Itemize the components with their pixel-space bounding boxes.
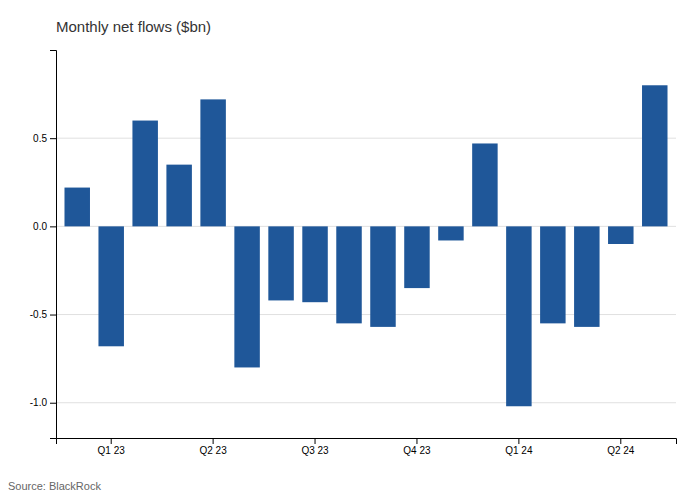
x-tick-label: Q4 23 [403,445,431,456]
x-tick-label: Q3 23 [301,445,329,456]
y-axis-line [50,51,57,439]
bar [438,226,463,240]
grid-line [56,402,676,403]
bar [574,226,599,327]
source: Source: BlackRock [8,480,101,492]
bar [336,226,361,323]
x-tick-label: Q1 24 [505,445,533,456]
x-tick: Q2 24 [607,438,635,456]
bar [472,143,497,226]
x-tick: Q4 23 [403,438,431,456]
x-tick-mark [518,438,519,444]
chart: -1.0-0.50.00.5Q1 23Q2 23Q3 23Q4 23Q1 24Q… [0,0,700,500]
x-tick-label: Q2 24 [607,445,635,456]
y-tick-mark [50,403,56,404]
y-tick-label: -1.0 [30,397,48,408]
bar [642,85,667,226]
bar [540,226,565,323]
bars [64,85,667,406]
y-tick: 0.0 [33,221,56,232]
y-axis: -1.0 -0.5 0.0 0.5 [30,51,57,439]
x-tick-mark [213,438,214,444]
x-tick-label: Q2 23 [199,445,227,456]
x-axis-line [57,439,677,445]
bar [302,226,327,302]
bar [370,226,395,327]
y-tick-label: 0.5 [33,133,47,144]
y-tick-mark [50,226,56,227]
x-tick: Q1 24 [505,438,533,456]
y-tick-label: -0.5 [30,309,48,320]
bar [64,188,89,227]
title: Monthly net flows ($bn) [56,18,211,35]
x-axis: Q1 23 Q2 23 Q3 23 Q4 23 Q1 24 Q2 24 [57,438,677,456]
y-tick-mark [50,315,56,316]
x-tick-mark [111,438,112,444]
y-tick: -1.0 [30,397,56,408]
bar [234,226,259,367]
bar [608,226,633,244]
x-tick-mark [315,438,316,444]
x-tick-label: Q1 23 [98,445,126,456]
y-tick: 0.5 [33,133,56,144]
x-tick: Q2 23 [199,438,227,456]
plot: -1.0-0.50.00.5Q1 23Q2 23Q3 23Q4 23Q1 24Q… [30,51,677,457]
x-tick: Q1 23 [98,438,126,456]
bar [200,99,225,226]
x-tick-mark [416,438,417,444]
y-tick-label: 0.0 [33,221,47,232]
bar [98,226,123,346]
y-tick: -0.5 [30,309,56,320]
bar [506,226,531,406]
bar [404,226,429,288]
bar [166,165,191,227]
x-tick: Q3 23 [301,438,329,456]
y-tick-mark [50,138,56,139]
x-tick-mark [620,438,621,444]
bar [268,226,293,300]
bar [132,121,157,227]
